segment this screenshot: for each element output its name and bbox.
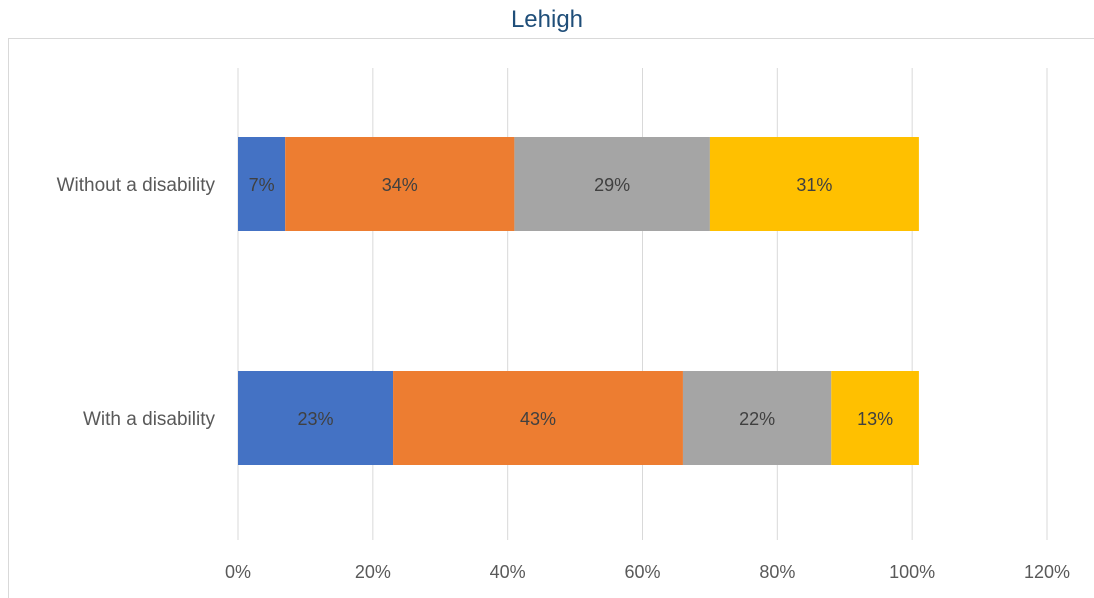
x-tick-label: 60% — [624, 562, 660, 582]
chart-frame-left-border — [8, 38, 9, 598]
x-tick-label: 80% — [759, 562, 795, 582]
bar-segment — [709, 137, 919, 231]
bar-segment — [285, 137, 515, 231]
x-tick-label: 20% — [355, 562, 391, 582]
data-label: 31% — [796, 175, 832, 195]
bar-segment — [514, 137, 710, 231]
bar-segment — [238, 137, 286, 231]
data-label: 43% — [520, 409, 556, 429]
data-label: 29% — [594, 175, 630, 195]
data-label: 7% — [249, 175, 275, 195]
x-tick-label: 120% — [1024, 562, 1070, 582]
chart-frame-top-border — [8, 38, 1094, 39]
bar-segment — [831, 371, 919, 465]
data-label: 22% — [739, 409, 775, 429]
x-tick-label: 100% — [889, 562, 935, 582]
bar-segment — [682, 371, 832, 465]
data-label: 23% — [298, 409, 334, 429]
chart-title: Lehigh — [510, 6, 584, 33]
category-label: Without a disability — [57, 175, 216, 196]
x-tick-label: 0% — [225, 562, 251, 582]
data-label: 13% — [857, 409, 893, 429]
bar-segment — [393, 371, 683, 465]
bar-segment — [238, 371, 394, 465]
data-label: 34% — [382, 175, 418, 195]
x-tick-label: 40% — [490, 562, 526, 582]
category-label: With a disability — [83, 409, 215, 430]
